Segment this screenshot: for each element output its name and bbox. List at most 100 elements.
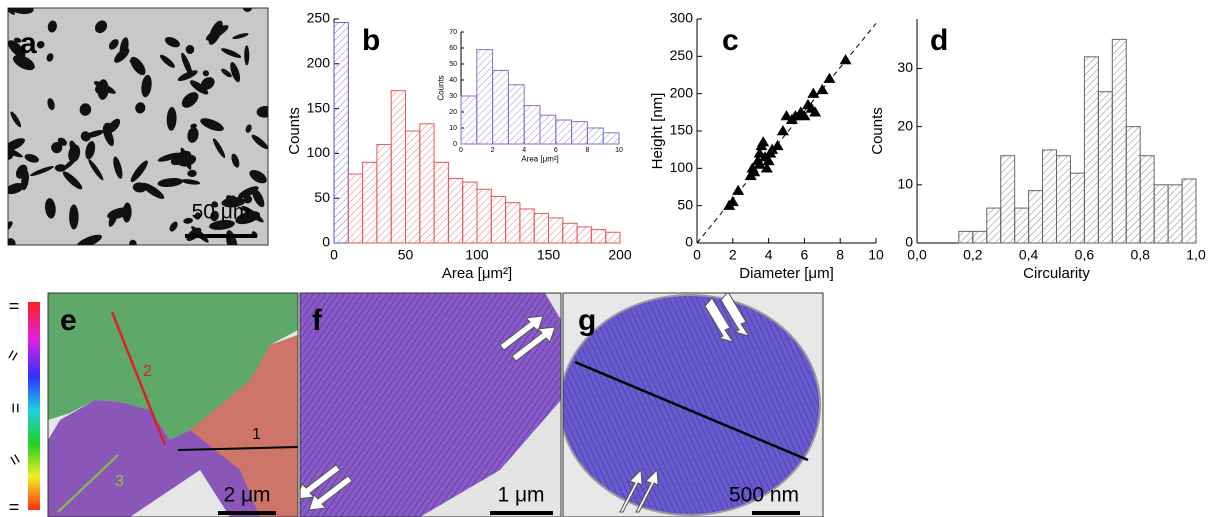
point [757, 136, 770, 147]
grain [94, 85, 106, 95]
scale-bar-label: 50 μm [192, 201, 251, 224]
y-tick-label: 60 [449, 45, 457, 52]
grain [230, 62, 241, 83]
bar [533, 212, 550, 244]
y-tick-label: 200 [670, 84, 694, 100]
grain [242, 8, 252, 12]
x-tick-label: 6 [554, 147, 558, 154]
line-label: 3 [115, 473, 124, 490]
bar [555, 119, 573, 145]
colorbar-symbol: = [9, 497, 20, 517]
grain [79, 103, 92, 116]
grain [166, 107, 177, 131]
y-tick-label: 150 [307, 99, 331, 115]
grain [21, 170, 29, 191]
image-frame [562, 292, 824, 517]
grain [256, 105, 268, 118]
grain [181, 179, 201, 185]
grain [8, 8, 15, 15]
point [732, 184, 745, 195]
point [789, 110, 802, 121]
grain [141, 182, 165, 199]
x-tick-label: 10 [868, 246, 884, 262]
grain [202, 70, 210, 77]
point [726, 195, 739, 207]
bar [1014, 207, 1030, 244]
grain [85, 141, 96, 160]
grain [69, 204, 79, 230]
x-tick-label: 4 [522, 147, 526, 154]
bar [433, 161, 449, 244]
panel-label: c [722, 24, 739, 57]
bar [519, 208, 535, 244]
grain [210, 210, 219, 222]
grain [181, 92, 199, 108]
bar [548, 217, 564, 244]
point [807, 87, 820, 98]
bar [1028, 190, 1044, 244]
grain [141, 74, 152, 98]
grain [160, 54, 175, 68]
x-tick-label: 10 [615, 147, 623, 154]
panel-e: e 2 1 3 2 μm [47, 292, 299, 517]
x-tick-label: 0,4 [1019, 246, 1039, 262]
y-tick-label: 50 [677, 196, 693, 212]
grain [107, 118, 121, 133]
grain [221, 68, 232, 78]
y-tick-label: 10 [449, 125, 457, 132]
bar [1111, 38, 1127, 244]
y-tick-label: 70 [449, 29, 457, 36]
point [776, 125, 789, 136]
y-tick-label: 0 [453, 141, 457, 148]
y-tick-label: 30 [897, 59, 913, 75]
bar [523, 105, 541, 145]
grain [45, 198, 56, 219]
grain [189, 80, 209, 95]
grain [8, 138, 25, 152]
y-tick-label: 100 [307, 144, 331, 160]
scale-bar [185, 234, 257, 238]
bar [362, 161, 378, 244]
y-tick-label: 20 [449, 109, 457, 116]
grain [187, 169, 197, 178]
colorbar-symbol: = [9, 296, 20, 316]
grain [102, 124, 114, 147]
grain [13, 37, 22, 43]
grain [194, 212, 201, 220]
grain [245, 124, 252, 133]
image-frame [47, 292, 299, 517]
grain [181, 52, 193, 77]
scale-bar [490, 511, 553, 515]
x-tick-label: 0 [330, 246, 338, 262]
bar [419, 123, 435, 244]
y-axis-label: Counts [286, 107, 303, 155]
y-tick-label: 50 [449, 61, 457, 68]
y-tick-label: 0 [322, 234, 330, 250]
bar [1042, 149, 1058, 244]
line-label: 2 [143, 363, 152, 380]
y-tick-label: 250 [670, 47, 694, 63]
x-axis-label: Area [μm²] [521, 155, 559, 164]
panel-a: a 50 μm [7, 7, 269, 246]
grain [185, 45, 195, 55]
x-tick-label: 4 [765, 246, 773, 262]
grain [62, 171, 83, 190]
micrograph [8, 8, 268, 245]
colorbar-symbol: = [2, 346, 25, 365]
grain [47, 98, 55, 111]
x-tick-label: 6 [801, 246, 809, 262]
x-tick-label: 0,8 [1130, 246, 1150, 262]
grain [135, 102, 146, 114]
bar [460, 95, 478, 145]
bar [462, 181, 478, 244]
grain [130, 56, 146, 76]
bar [1167, 184, 1183, 244]
grain [187, 127, 199, 143]
bar [1056, 155, 1071, 244]
y-tick-label: 50 [314, 189, 330, 205]
y-tick-label: 10 [897, 176, 913, 192]
grain [231, 153, 240, 168]
bar [586, 127, 604, 145]
colorbar: = = = = = [2, 296, 40, 517]
